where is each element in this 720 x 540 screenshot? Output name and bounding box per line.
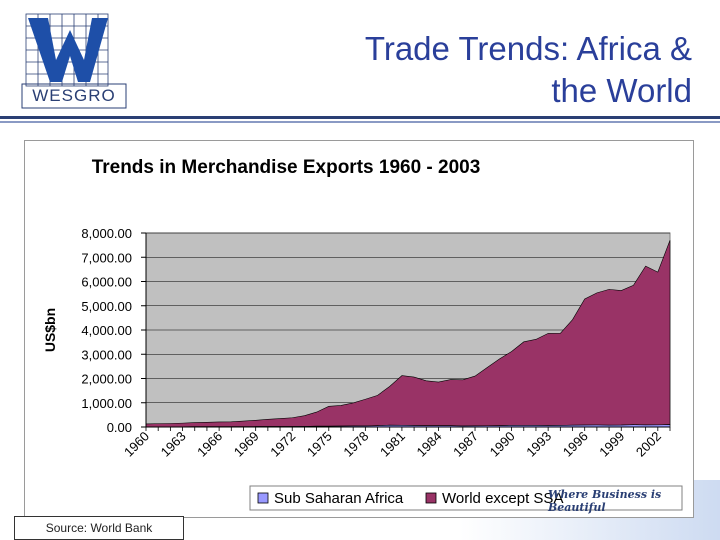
y-tick-label: 8,000.00: [81, 226, 132, 241]
x-tick-label: 1996: [560, 429, 591, 460]
x-axis: 1960 1963 1966 1969 1972 1975 1978 1981 1984 1987…: [121, 426, 671, 460]
y-tick-label: 7,000.00: [81, 250, 132, 265]
legend-swatch: [425, 492, 437, 504]
x-tick-label: 1984: [414, 429, 445, 460]
chart-title: Trends in Merchandise Exports 1960 - 200…: [92, 157, 481, 178]
logo-text: WESGRO: [32, 86, 116, 105]
x-tick-label: 1978: [340, 429, 371, 460]
x-tick-label: 1990: [487, 429, 518, 460]
source-note: Source: World Bank: [14, 516, 184, 540]
y-axis: 0.00 1,000.00 2,000.00 3,000.00 4,000.00 5,00…: [81, 226, 147, 435]
legend-box: [249, 485, 683, 511]
legend-label: World except SSA: [442, 490, 563, 507]
x-tick-label: 1969: [231, 429, 262, 460]
tagline: Where Business is Beautiful: [548, 488, 662, 514]
x-tick-label: 1981: [377, 429, 408, 460]
x-tick-label: 2002: [633, 429, 664, 460]
y-tick-label: 6,000.00: [81, 275, 132, 290]
exports-area-chart: Trends in Merchandise Exports 1960 - 200…: [42, 157, 683, 511]
x-tick-label: 1987: [450, 429, 481, 460]
x-tick-label: 1972: [267, 429, 298, 460]
y-tick-label: 4,000.00: [81, 323, 132, 338]
y-tick-label: 1,000.00: [81, 396, 132, 411]
wesgro-logo: [21, 13, 127, 109]
y-tick-label: 5,000.00: [81, 299, 132, 314]
legend: Sub Saharan Africa World except SSA: [249, 485, 683, 511]
x-tick-label: 1966: [194, 429, 225, 460]
header-divider: [0, 116, 720, 119]
y-axis-label: US$bn: [42, 308, 58, 352]
header-divider-secondary: [0, 121, 720, 123]
x-tick-label: 1999: [596, 429, 627, 460]
legend-swatch: [257, 492, 269, 504]
page-title-line1: Trade Trends: Africa &: [364, 30, 692, 67]
x-tick-label: 1993: [523, 429, 554, 460]
page-title: Trade Trends: Africa & the World: [262, 28, 692, 112]
y-tick-label: 2,000.00: [81, 372, 132, 387]
page-title-line2: the World: [551, 72, 692, 109]
x-tick-label: 1975: [304, 429, 335, 460]
y-tick-label: 3,000.00: [81, 347, 132, 362]
x-tick-label: 1963: [158, 429, 189, 460]
legend-label: Sub Saharan Africa: [274, 490, 404, 507]
y-tick-label: 0.00: [107, 420, 132, 435]
